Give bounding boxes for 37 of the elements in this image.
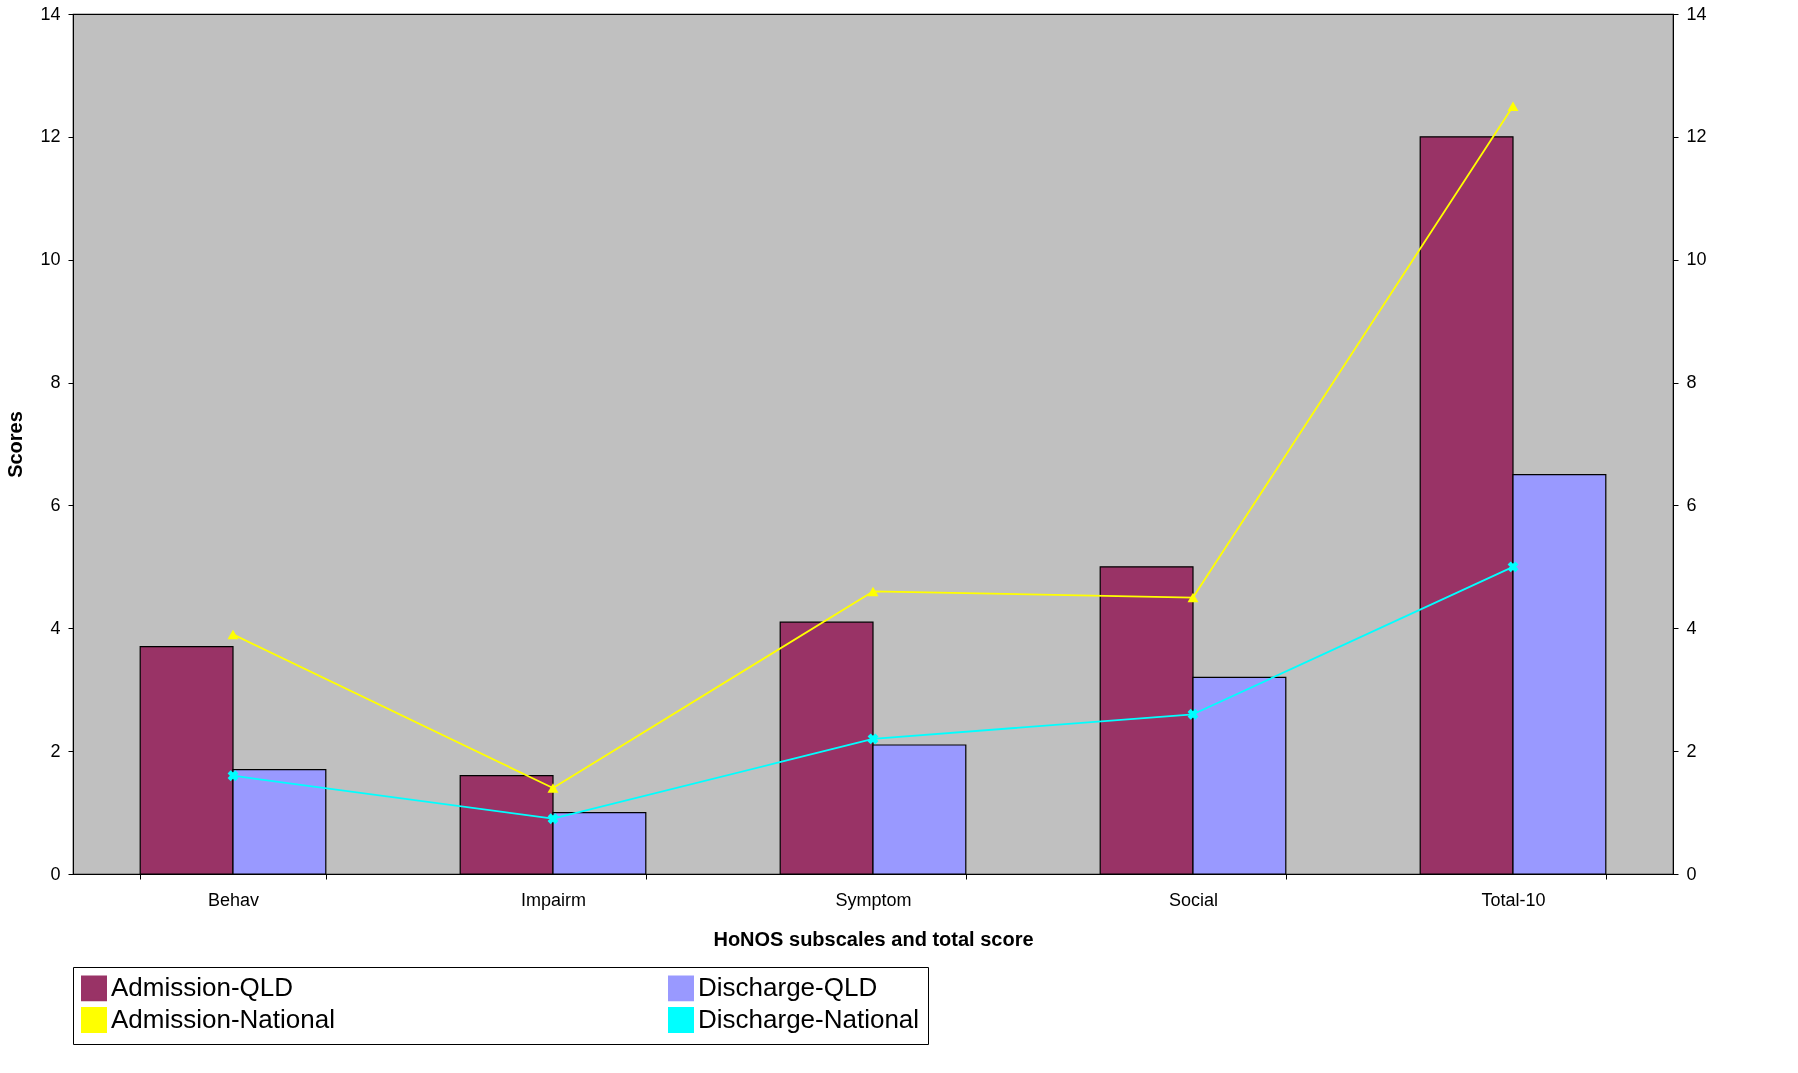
- y-axis-title: Scores: [4, 411, 27, 478]
- y-tick-label: 10: [40, 249, 61, 270]
- x-tick-label: Impairm: [520, 889, 587, 910]
- y-tick-label: 6: [50, 494, 61, 515]
- x-tick-label: Behav: [207, 889, 260, 910]
- y-tick-label: 0: [50, 863, 61, 884]
- x-tick-label: Symptom: [835, 889, 912, 910]
- point: [547, 783, 559, 793]
- legend-label: Discharge-National: [698, 1004, 920, 1034]
- point: [227, 629, 239, 640]
- legend-label: Discharge-QLD: [698, 972, 878, 1003]
- point: [227, 770, 239, 782]
- y-tick-label: 2: [50, 740, 61, 761]
- point: [1187, 708, 1199, 720]
- point: [1187, 592, 1199, 603]
- point: [547, 813, 559, 825]
- point: [867, 733, 879, 745]
- point: [867, 586, 879, 597]
- y-tick-label: 8: [50, 372, 61, 393]
- point: [1507, 101, 1519, 111]
- x-tick-label: Social: [1168, 889, 1219, 910]
- y-tick-label: 12: [40, 126, 61, 147]
- x-axis-title: HoNOS subscales and total score: [713, 927, 1034, 950]
- legend-label: Admission-National: [111, 1004, 335, 1034]
- y2-tick-label: 12: [1686, 126, 1707, 147]
- y2-tick-label: 0: [1686, 863, 1697, 884]
- x-tick-label: Total-10: [1481, 889, 1546, 910]
- legend-label: Admission-QLD: [111, 972, 294, 1003]
- y-tick-label: 14: [40, 3, 61, 24]
- point: [1507, 561, 1519, 573]
- y2-tick-label: 10: [1686, 249, 1707, 270]
- y2-tick-label: 4: [1686, 617, 1697, 638]
- y-tick-label: 4: [50, 617, 61, 638]
- y2-tick-label: 6: [1686, 494, 1697, 515]
- y2-tick-label: 8: [1686, 372, 1697, 393]
- y2-tick-label: 2: [1686, 740, 1697, 761]
- y2-tick-label: 14: [1686, 3, 1707, 24]
